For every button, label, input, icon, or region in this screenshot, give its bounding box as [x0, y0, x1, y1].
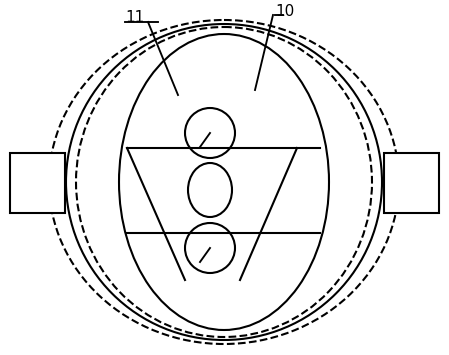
Text: 10: 10 — [275, 5, 295, 20]
Bar — [384, 153, 439, 213]
Text: 11: 11 — [125, 11, 145, 26]
Bar — [10, 153, 65, 213]
